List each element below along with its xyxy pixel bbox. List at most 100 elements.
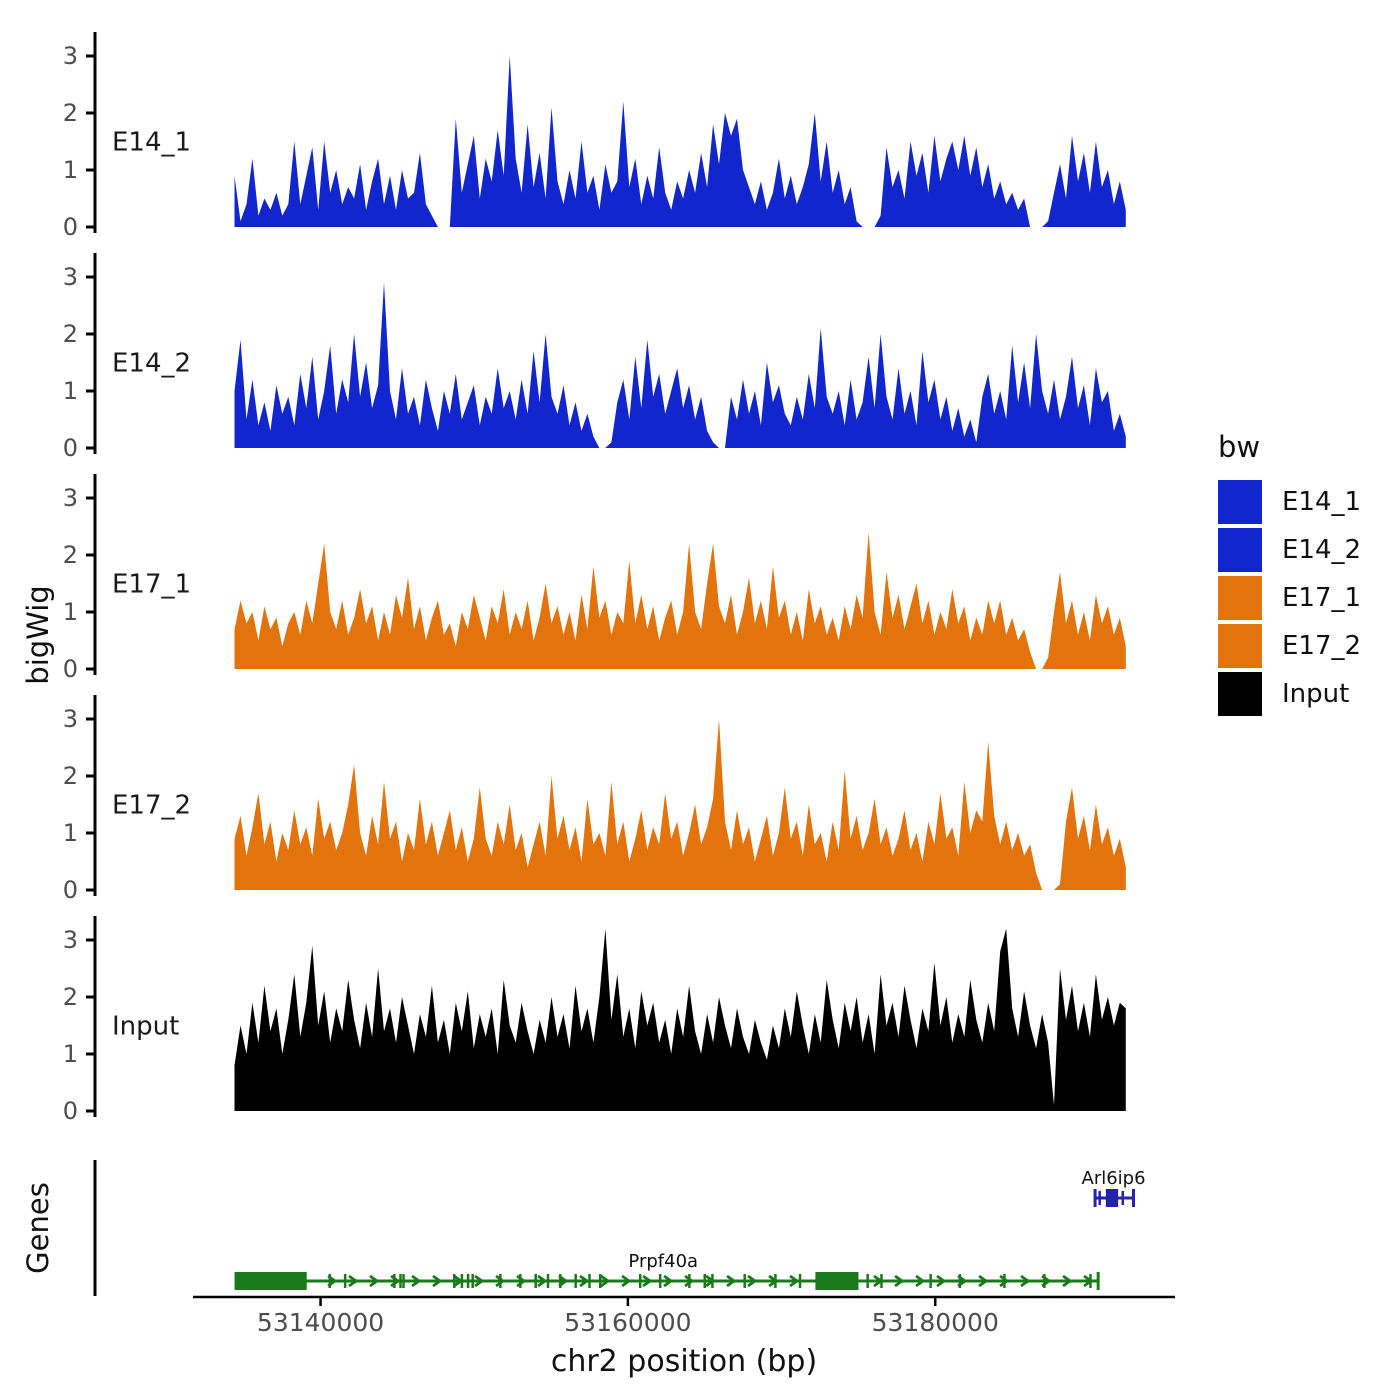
legend-label: E17_2: [1282, 631, 1362, 661]
x-tick-label: 53180000: [872, 1308, 999, 1337]
strand-arrow: [1062, 1274, 1073, 1288]
strand-arrow: [432, 1274, 443, 1288]
strand-arrow: [348, 1274, 359, 1288]
signal-track-E14_2: 0 1 2 3 E14_2: [63, 253, 1126, 462]
legend-item-E14_2[interactable]: E14_2: [1218, 528, 1361, 572]
y-tick-label: 0: [63, 876, 78, 904]
strand-arrow: [957, 1274, 968, 1288]
legend-items: E14_1 E14_2 E17_1 E17_2 Input: [1218, 480, 1361, 716]
strand-arrow: [411, 1274, 422, 1288]
coverage-area-Input: [234, 928, 1126, 1111]
legend-label: Input: [1282, 679, 1350, 709]
y-tick-label: 2: [63, 320, 78, 348]
strand-arrow: [768, 1274, 779, 1288]
coverage-area-E14_1: [234, 56, 1126, 227]
y-tick-label: 0: [63, 655, 78, 683]
strand-arrow: [894, 1274, 905, 1288]
legend-swatch: [1218, 624, 1262, 668]
track-label-Input: Input: [112, 1012, 179, 1042]
track-label-E17_1: E17_1: [112, 570, 191, 600]
gene-exon-box: [815, 1272, 859, 1290]
legend-swatch: [1218, 576, 1262, 620]
strand-arrow: [726, 1274, 737, 1288]
legend-swatch: [1218, 480, 1262, 524]
y-tick-label: 0: [63, 1097, 78, 1125]
y-tick-label: 0: [63, 213, 78, 241]
coverage-area-E17_2: [234, 719, 1126, 890]
strand-arrow: [600, 1274, 611, 1288]
strand-arrow: [537, 1274, 548, 1288]
legend-label: E17_1: [1282, 583, 1362, 613]
signal-track-E17_1: 0 1 2 3 E17_1: [63, 474, 1126, 683]
legend-item-E14_1[interactable]: E14_1: [1218, 480, 1361, 524]
y-tick-label: 2: [63, 541, 78, 569]
strand-arrow: [390, 1274, 401, 1288]
coverage-area-E14_2: [234, 282, 1126, 448]
x-axis-title: chr2 position (bp): [550, 1344, 818, 1379]
strand-arrow: [621, 1274, 632, 1288]
legend-swatch: [1218, 528, 1262, 572]
y-tick-label: 1: [63, 1040, 78, 1068]
y-tick-label: 1: [63, 598, 78, 626]
strand-arrow: [1083, 1274, 1094, 1288]
y-tick-label: 1: [63, 156, 78, 184]
genes-track: Prpf40a Arl6ip6: [93, 1160, 1146, 1296]
signal-track-E14_1: 0 1 2 3 E14_1: [63, 32, 1126, 241]
strand-arrow: [642, 1274, 653, 1288]
track-label-E17_2: E17_2: [112, 791, 191, 821]
y-tick-label: 0: [63, 434, 78, 462]
strand-arrow: [978, 1274, 989, 1288]
gene-Prpf40a[interactable]: Prpf40a: [234, 1251, 1100, 1290]
y-tick-label: 1: [63, 819, 78, 847]
x-tick-label: 53160000: [564, 1308, 691, 1337]
strand-arrow: [453, 1274, 464, 1288]
y-tick-label: 2: [63, 762, 78, 790]
strand-arrow: [369, 1274, 380, 1288]
gene-label-Arl6ip6: Arl6ip6: [1082, 1168, 1146, 1189]
legend-item-E17_1[interactable]: E17_1: [1218, 576, 1361, 620]
signal-track-E17_2: 0 1 2 3 E17_2: [63, 695, 1126, 904]
strand-arrow: [327, 1274, 338, 1288]
x-tick-label: 53140000: [257, 1308, 384, 1337]
legend-label: E14_1: [1282, 487, 1362, 517]
legend-title: bw: [1218, 430, 1261, 464]
strand-arrow: [684, 1274, 695, 1288]
strand-arrow: [936, 1274, 947, 1288]
track-label-E14_1: E14_1: [112, 128, 191, 158]
gene-label-Prpf40a: Prpf40a: [628, 1251, 698, 1272]
coverage-area-E17_1: [234, 532, 1126, 669]
y-tick-label: 3: [63, 263, 78, 291]
gene-exon-box: [236, 1272, 307, 1290]
y-tick-label: 1: [63, 377, 78, 405]
y-axis-title-genes: Genes: [21, 1182, 55, 1274]
strand-arrow: [579, 1274, 590, 1288]
strand-arrow: [663, 1274, 674, 1288]
legend-item-E17_2[interactable]: E17_2: [1218, 624, 1361, 668]
gene-Arl6ip6[interactable]: Arl6ip6: [1082, 1168, 1146, 1207]
strand-arrow: [789, 1274, 800, 1288]
strand-arrow: [558, 1274, 569, 1288]
strand-arrow: [1020, 1274, 1031, 1288]
track-label-E14_2: E14_2: [112, 349, 191, 379]
strand-arrow: [915, 1274, 926, 1288]
x-axis: 53140000 53160000 53180000: [193, 1295, 1175, 1337]
y-tick-label: 3: [63, 484, 78, 512]
y-tick-label: 2: [63, 99, 78, 127]
signal-track-Input: 0 1 2 3 Input: [63, 916, 1126, 1125]
legend: bw E14_1 E14_2 E17_1 E17_2 Input: [1218, 430, 1361, 720]
strand-arrow: [1041, 1274, 1052, 1288]
strand-arrow: [516, 1274, 527, 1288]
gene-exon-box: [1105, 1189, 1119, 1207]
y-tick-label: 3: [63, 926, 78, 954]
strand-arrow: [705, 1274, 716, 1288]
strand-arrow: [873, 1274, 884, 1288]
y-tick-label: 3: [63, 42, 78, 70]
y-tick-label: 2: [63, 983, 78, 1011]
legend-swatch: [1218, 672, 1262, 716]
y-axis-title-bigwig: bigWig: [21, 585, 55, 685]
legend-item-Input[interactable]: Input: [1218, 672, 1361, 716]
legend-label: E14_2: [1282, 535, 1362, 565]
strand-arrow: [474, 1274, 485, 1288]
y-tick-label: 3: [63, 705, 78, 733]
